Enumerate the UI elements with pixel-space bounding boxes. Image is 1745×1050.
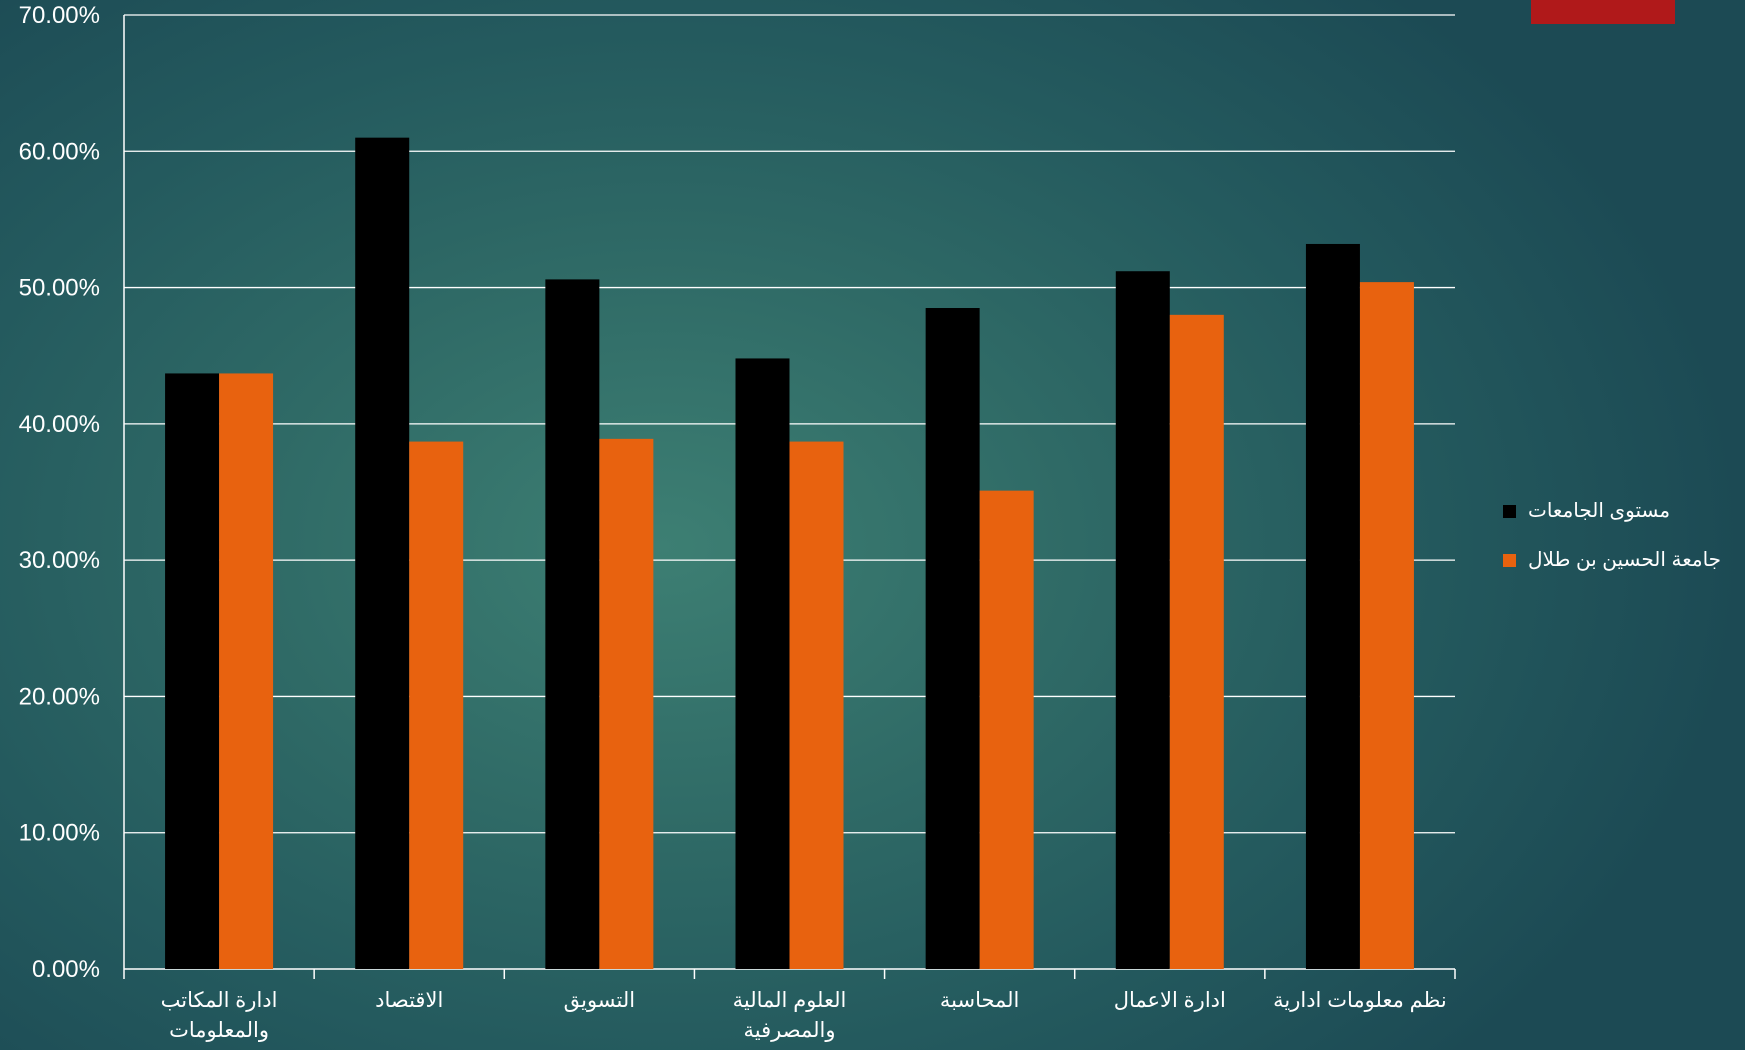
x-category-label: نظم معلومات ادارية (1273, 989, 1447, 1013)
y-tick-label: 60.00% (19, 138, 100, 165)
bar-series-1-cat-3 (789, 441, 844, 969)
x-category-label: والمصرفية (744, 1019, 836, 1042)
bar-series-1-cat-5 (1169, 314, 1224, 969)
y-tick-label: 70.00% (19, 2, 100, 29)
bar-series-0-cat-5 (1115, 271, 1170, 969)
bar-series-1-cat-0 (219, 373, 274, 970)
y-tick-label: 50.00% (19, 275, 100, 302)
bar-series-1-cat-2 (599, 438, 654, 969)
bar-series-1-cat-6 (1359, 282, 1414, 969)
legend-label-hussein-university: جامعة الحسين بن طلال (1528, 549, 1722, 571)
legend-item-universities: مستوى الجامعات (1500, 498, 1740, 524)
bar-series-1-cat-1 (409, 441, 464, 969)
bar-series-0-cat-6 (1305, 243, 1360, 969)
legend: مستوى الجامعات جامعة الحسين بن طلال (1500, 498, 1740, 596)
y-tick-label: 40.00% (19, 411, 100, 438)
bar-series-0-cat-1 (355, 137, 410, 969)
x-category-label: العلوم المالية (733, 989, 847, 1012)
x-category-label: ادارة المكاتب (161, 989, 278, 1012)
x-category-label: التسويق (564, 989, 636, 1012)
legend-swatch-universities (1503, 505, 1516, 518)
x-category-label: الاقتصاد (375, 989, 443, 1012)
x-category-label: ادارة الاعمال (1114, 989, 1226, 1012)
y-tick-label: 30.00% (19, 547, 100, 574)
legend-swatch-hussein-university (1503, 554, 1516, 567)
bar-series-0-cat-3 (735, 358, 790, 969)
bar-series-0-cat-0 (165, 373, 220, 970)
y-tick-label: 20.00% (19, 683, 100, 710)
bar-series-0-cat-2 (545, 279, 600, 969)
bar-series-0-cat-4 (925, 308, 980, 969)
bar-series-1-cat-4 (979, 490, 1034, 969)
y-tick-label: 0.00% (32, 956, 100, 983)
legend-item-hussein-university: جامعة الحسين بن طلال (1500, 547, 1740, 573)
y-tick-label: 10.00% (19, 820, 100, 847)
legend-label-universities: مستوى الجامعات (1528, 500, 1671, 522)
accent-bar (1531, 0, 1675, 24)
x-category-label: المحاسبة (940, 989, 1020, 1012)
x-category-label: والمعلومات (169, 1019, 269, 1042)
